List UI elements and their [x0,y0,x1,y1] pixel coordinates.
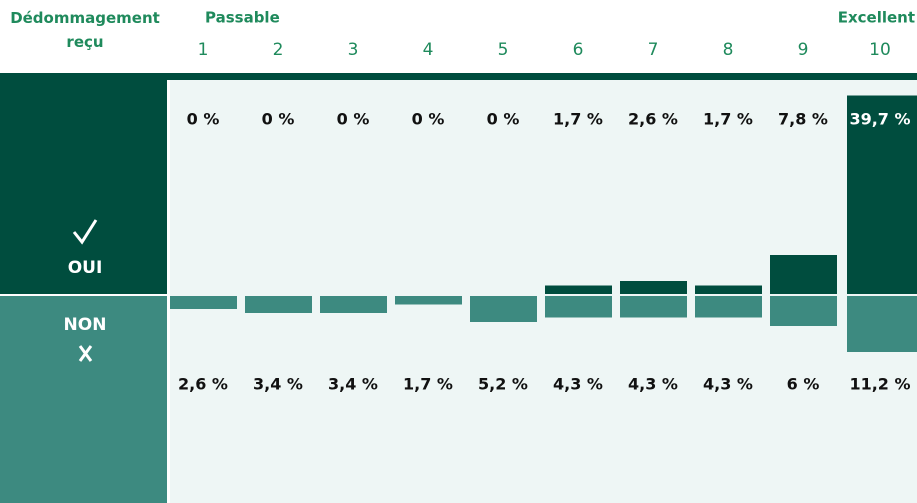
non-panel [0,296,167,503]
bar-non [847,296,917,352]
bar-non [470,296,537,322]
value-label-non: 1,7 % [403,375,453,394]
value-label-non: 4,3 % [553,375,603,394]
bar-oui [695,285,762,294]
value-label-oui: 0 % [262,110,295,129]
category-label: 9 [798,40,809,60]
value-label-oui: 0 % [337,110,370,129]
legend-oui: OUI [68,258,103,278]
bar-oui [620,281,687,294]
value-label-oui: 2,6 % [628,110,678,129]
category-label: 8 [723,40,734,60]
low-label: Passable [205,9,280,27]
value-label-non: 4,3 % [703,375,753,394]
header-rule [0,73,917,80]
x-icon [78,345,93,362]
value-label-oui: 7,8 % [778,110,828,129]
category-label: 7 [648,40,659,60]
bar-non [695,296,762,318]
check-icon [72,219,98,245]
legend-non: NON [64,315,107,335]
bar-oui [545,285,612,294]
oui-panel [0,80,167,294]
bar-non [245,296,312,313]
value-label-non: 2,6 % [178,375,228,394]
value-label-non: 6 % [787,375,820,394]
bar-non [770,296,837,326]
high-label: Excellent [838,9,915,27]
category-label: 6 [573,40,584,60]
category-label: 5 [498,40,509,60]
value-label-non: 11,2 % [849,375,910,394]
bar-oui [847,95,917,294]
value-label-oui: 1,7 % [703,110,753,129]
value-label-non: 3,4 % [253,375,303,394]
value-label-non: 5,2 % [478,375,528,394]
category-label: 3 [348,40,359,60]
value-label-oui: 39,7 % [849,110,910,129]
bar-non [545,296,612,318]
value-label-oui: 0 % [187,110,220,129]
category-label: 1 [198,40,209,60]
category-label: 10 [869,40,891,60]
bar-non [620,296,687,318]
bar-non [170,296,237,309]
title: Dédommagement reçu [10,9,160,51]
category-label: 4 [423,40,434,60]
value-label-non: 3,4 % [328,375,378,394]
value-label-oui: 1,7 % [553,110,603,129]
value-label-oui: 0 % [487,110,520,129]
bar-non [395,296,462,305]
value-label-oui: 0 % [412,110,445,129]
bar-non [320,296,387,313]
category-label: 2 [273,40,284,60]
value-label-non: 4,3 % [628,375,678,394]
bar-oui [770,255,837,294]
